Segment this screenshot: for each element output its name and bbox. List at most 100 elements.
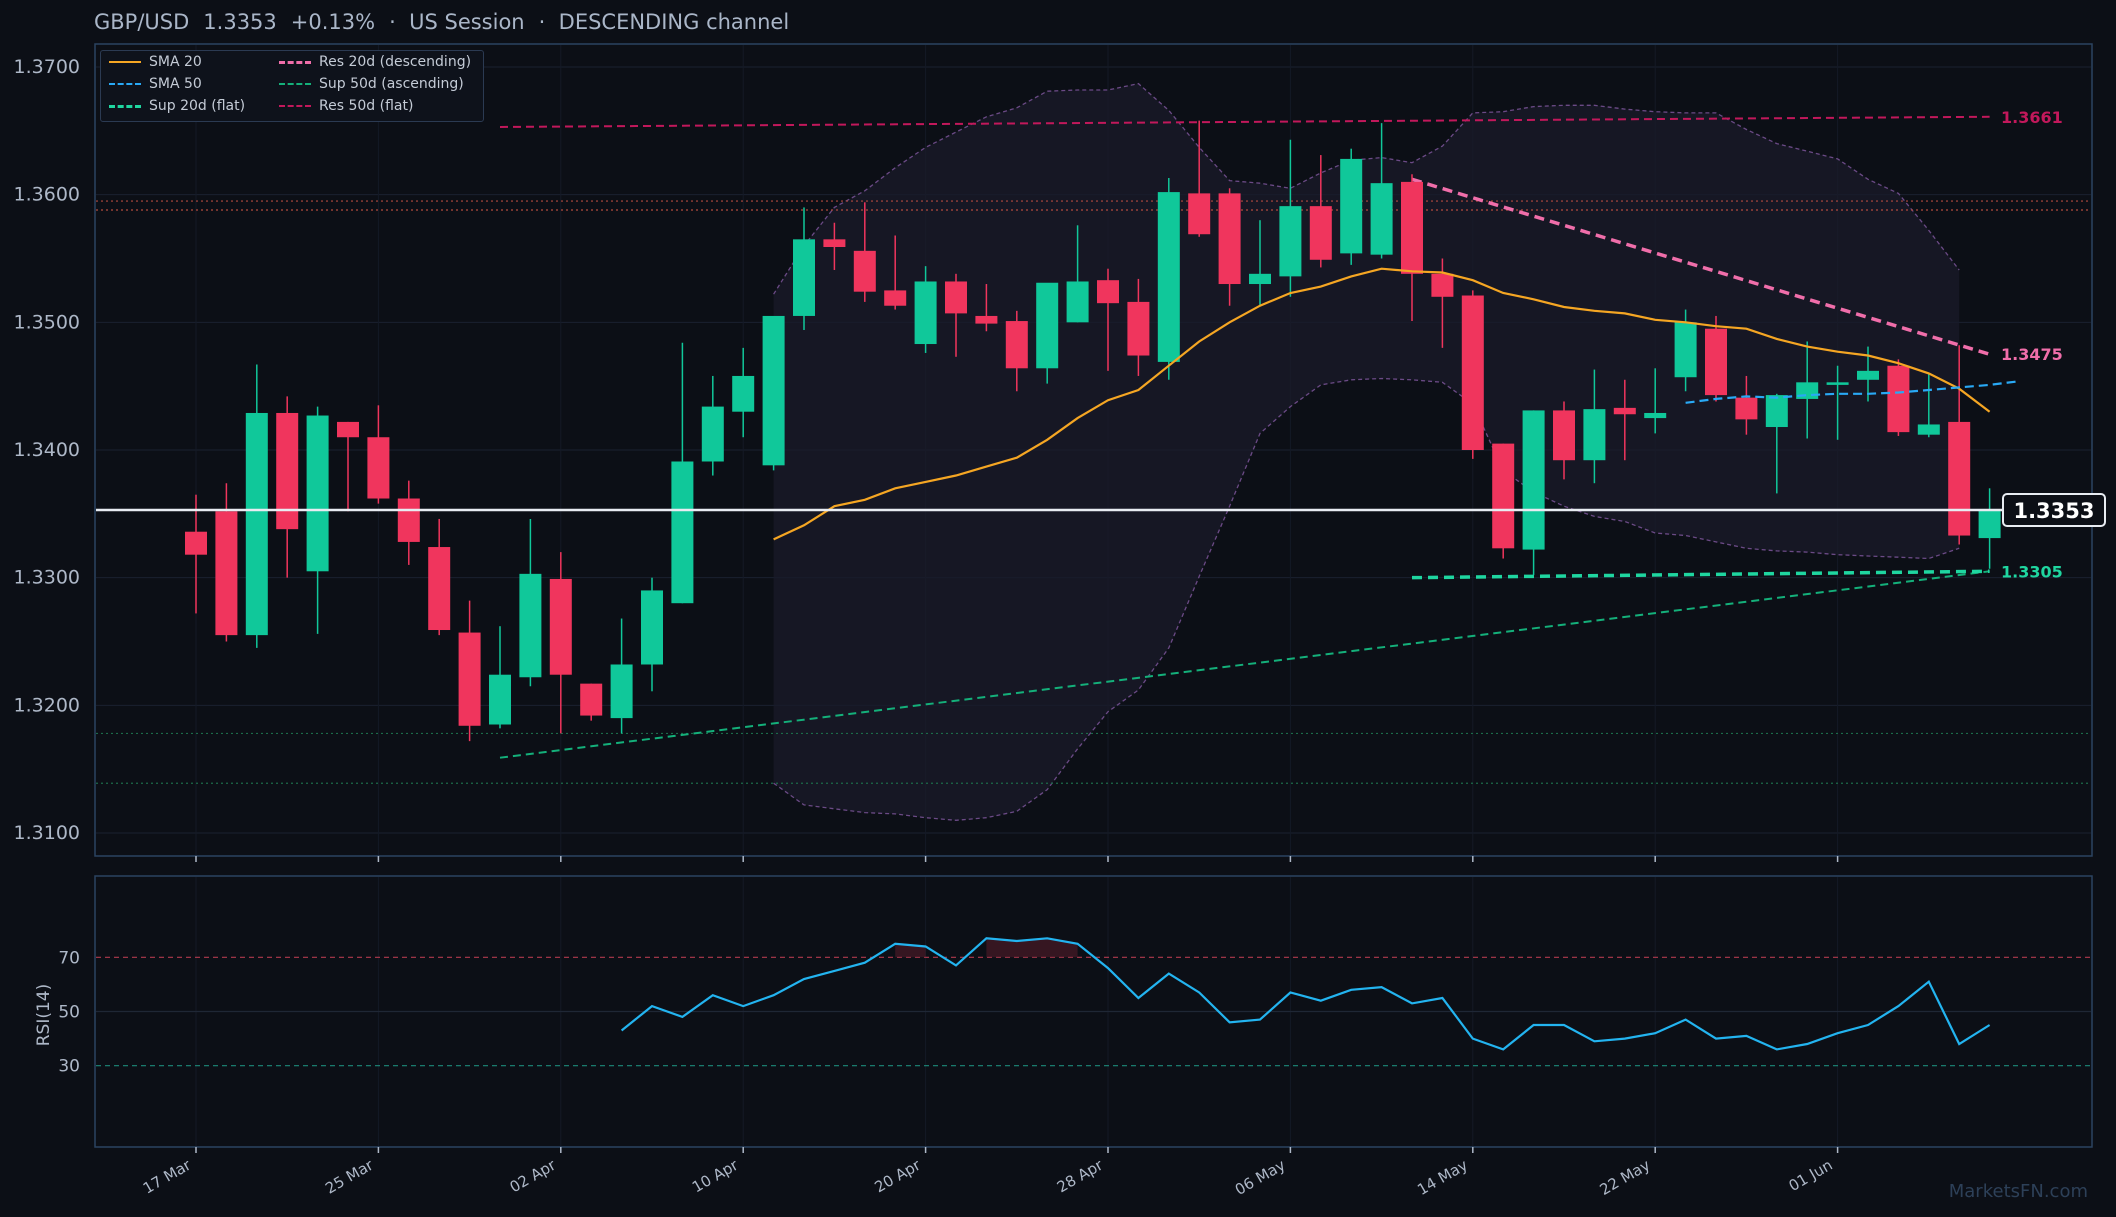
candle-body [1492,443,1515,549]
price-tick-label: 1.3100 [14,822,80,844]
candle-body [489,674,511,725]
current-price-tag [2002,493,2106,528]
candle-body [1461,295,1484,450]
rsi-line [620,937,1991,1051]
candle-body [1887,365,1910,433]
legend-swatch [109,104,141,108]
price-tick-label: 1.3600 [14,184,80,206]
candle-body [1036,282,1059,369]
x-tick-label: 28 Apr [1054,1155,1107,1196]
watermark: MarketsFN.com [1949,1181,2088,1202]
chart-title: GBP/USD 1.3353 +0.13% · US Session · DESCEND… [94,10,803,34]
candle-body [185,531,207,555]
candle-body [1583,409,1606,461]
price-tick-label: 1.3400 [14,439,80,461]
candle-body [732,375,755,412]
legend-item-sup50: Sup 50d (ascending) [279,76,464,92]
candle-body [397,498,420,542]
legend-swatch [109,83,141,85]
candle-body [1522,410,1545,550]
legend-swatch [279,60,311,64]
x-tick-label: 25 Mar [322,1155,377,1197]
trendline [1411,569,1990,580]
legend-swatch [279,83,311,85]
candle-body [1218,193,1241,285]
candle-body [1097,280,1119,304]
price-panel: 1.3100 1.3200 1.3300 1.3400 1.3500 1.3600 1.37… [14,45,2106,862]
candle-body [610,664,633,719]
candle-body [945,281,967,314]
rsi-overbought-fill [895,943,926,958]
candle-body [975,315,998,324]
x-tick-label: 06 May [1232,1156,1289,1199]
x-tick-label: 02 Apr [507,1155,560,1196]
bollinger-lower-line [773,377,1960,821]
candle-body [914,281,937,345]
current-price-tag-label: 1.3353 [2013,499,2094,523]
trendline [499,570,1990,759]
trendline-value-label: 1.3475 [2001,345,2063,364]
candle-body [823,239,846,247]
change-label: +0.13% [290,10,376,34]
price-tick-label: 1.3700 [14,56,80,78]
candle-body [428,547,451,631]
pattern-label: · DESCENDING channel [538,10,790,34]
legend: SMA 20 SMA 50 Sup 20d (flat) Res 20d (de… [100,50,484,122]
candle-body [1857,370,1879,380]
legend-label: Sup 20d (flat) [149,98,246,114]
rsi-axis-label: RSI(14) [34,984,54,1047]
candle-body [337,421,359,438]
candle-body [1765,395,1788,428]
candle-body [1066,281,1089,323]
candle-body [1553,410,1575,461]
legend-item-res20: Res 20d (descending) [279,54,471,70]
legend-item-sma50: SMA 50 [109,76,202,92]
x-tick-label: 14 May [1414,1156,1471,1199]
legend-swatch [109,61,141,63]
candle-body [1279,206,1302,277]
trendline-value-label: 1.3661 [2001,108,2063,127]
candle-body [1674,322,1697,378]
candle-body [549,578,572,675]
candle-body [1705,328,1727,396]
candle-body [276,412,299,530]
candle-body [1340,158,1363,254]
legend-label: SMA 50 [149,76,202,92]
candle-body [367,437,390,499]
legend-label: Res 50d (flat) [319,98,414,114]
candle-body [1613,407,1636,415]
rsi-tick-label: 30 [58,1057,80,1077]
rsi-panel: 17 Mar 25 Mar 02 Apr 10 Apr 20 Apr 28 Apr 06 M… [34,877,2091,1199]
bollinger-band-fill [773,83,1960,821]
legend-label: SMA 20 [149,54,202,70]
candle-body [458,632,481,726]
candle-body [701,406,724,462]
trendline [1411,177,1991,356]
candle-body [1948,421,1971,536]
candle-body [641,590,663,665]
candle-body [853,250,876,292]
trendline [499,115,1990,128]
candle-body [1401,181,1423,274]
sma50-line [1685,380,2021,404]
x-tick-label: 20 Apr [871,1155,924,1196]
rsi-tick-label: 50 [58,1003,80,1023]
rsi-tick-label: 70 [58,948,80,968]
candle-body [671,461,694,604]
candle-body [1249,273,1271,285]
price-tick-label: 1.3200 [14,694,80,716]
candle-body [1978,510,2001,539]
legend-label: Res 20d (descending) [319,54,472,70]
candle-body [1370,183,1393,255]
legend-item-res50: Res 50d (flat) [279,98,413,114]
legend-swatch [279,105,311,107]
candle-body [1917,424,1940,435]
candle-body [793,239,815,316]
x-tick-label: 01 Jun [1786,1156,1836,1195]
candle-body [1735,397,1758,420]
x-tick-label: 10 Apr [689,1155,742,1196]
legend-item-sup20: Sup 20d (flat) [109,98,245,114]
pair-label: GBP/USD [94,10,190,34]
candle-body [519,573,542,678]
